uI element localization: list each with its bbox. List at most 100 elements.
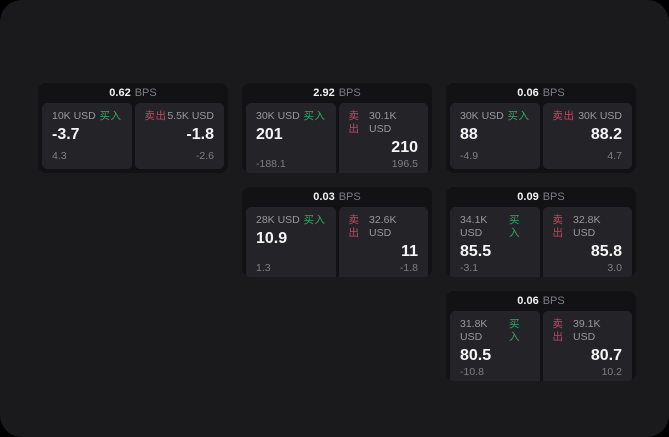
spread-value: 0.06 [517, 295, 539, 307]
quote-card: 0.03 BPS 28K USD 买入 10.9 1.3 卖出 32.6K US… [242, 187, 432, 277]
sell-delta-value: 10.2 [601, 366, 622, 378]
spread-unit: BPS [338, 87, 361, 99]
sell-delta-value: 4.7 [607, 150, 622, 162]
spread-header: 0.03 BPS [242, 187, 432, 207]
sell-amount-label: 32.6K USD [369, 214, 397, 239]
spread-unit: BPS [542, 87, 565, 99]
sell-amount-label: 30K USD [578, 110, 622, 122]
buy-price-value: 10.9 [256, 230, 288, 247]
cards-grid: 0.62 BPS 10K USD 买入 -3.7 4.3 卖出 5.5K USD… [38, 83, 636, 381]
spread-header: 0.09 BPS [446, 187, 636, 207]
spread-value: 0.03 [313, 191, 335, 203]
quote-card-body: 30K USD 买入 201 -188.1 卖出 30.1K USD 210 1… [242, 103, 432, 173]
sell-quote-tile[interactable]: 卖出 32.6K USD 11 -1.8 [338, 207, 428, 277]
sell-side-label: 卖出 [552, 318, 564, 343]
sell-quote-tile[interactable]: 卖出 39.1K USD 80.7 10.2 [542, 311, 632, 381]
buy-price-value: -3.7 [52, 126, 80, 143]
sell-delta-value: -1.8 [399, 262, 418, 274]
spread-header: 0.06 BPS [446, 291, 636, 311]
sell-delta-value: 3.0 [607, 262, 622, 274]
sell-tile-top-row: 卖出 32.6K USD [349, 214, 419, 240]
sell-side-label: 卖出 [144, 110, 167, 122]
sell-price-value: 88.2 [590, 126, 622, 143]
buy-side-label: 买入 [507, 110, 530, 122]
quote-card-body: 34.1K USD 买入 85.5 -3.1 卖出 32.8K USD 85.8… [446, 207, 636, 277]
buy-side-label: 买入 [303, 214, 326, 226]
quote-card: 0.06 BPS 31.8K USD 买入 80.5 -10.8 卖出 39.1… [446, 291, 636, 381]
buy-quote-tile[interactable]: 30K USD 买入 201 -188.1 [246, 103, 336, 173]
sell-amount-label: 5.5K USD [167, 110, 214, 122]
spread-value: 0.09 [517, 191, 539, 203]
buy-price-value: 201 [256, 126, 283, 143]
quote-card-body: 30K USD 买入 88 -4.9 卖出 30K USD 88.2 4.7 [446, 103, 636, 173]
buy-price-value: 80.5 [460, 347, 492, 364]
quote-card: 2.92 BPS 30K USD 买入 201 -188.1 卖出 30.1K … [242, 83, 432, 173]
buy-side-label: 买入 [508, 318, 520, 343]
sell-price-value: 80.7 [590, 347, 622, 364]
buy-side-label: 买入 [99, 110, 122, 122]
quote-card-body: 31.8K USD 买入 80.5 -10.8 卖出 39.1K USD 80.… [446, 311, 636, 381]
buy-delta-value: -3.1 [460, 262, 479, 274]
sell-tile-top-row: 卖出 32.8K USD [553, 214, 623, 240]
sell-delta-value: 196.5 [391, 158, 418, 170]
sell-price-value: 210 [391, 139, 418, 156]
sell-amount-label: 32.8K USD [573, 214, 601, 239]
buy-quote-tile[interactable]: 30K USD 买入 88 -4.9 [450, 103, 540, 169]
spread-value: 2.92 [313, 87, 335, 99]
buy-delta-value: -10.8 [460, 366, 484, 378]
sell-side-label: 卖出 [552, 214, 564, 239]
buy-price-value: 88 [460, 126, 478, 143]
buy-side-label: 买入 [508, 214, 520, 239]
quote-card: 0.06 BPS 30K USD 买入 88 -4.9 卖出 30K USD 8… [446, 83, 636, 173]
buy-tile-top-row: 10K USD 买入 [52, 110, 122, 123]
buy-delta-value: -4.9 [460, 150, 479, 162]
sell-quote-tile[interactable]: 卖出 30K USD 88.2 4.7 [542, 103, 632, 169]
spread-header: 0.62 BPS [38, 83, 228, 103]
sell-amount-label: 39.1K USD [573, 318, 601, 343]
buy-quote-tile[interactable]: 31.8K USD 买入 80.5 -10.8 [450, 311, 540, 381]
quote-card-body: 28K USD 买入 10.9 1.3 卖出 32.6K USD 11 -1.8 [242, 207, 432, 277]
sell-tile-top-row: 卖出 5.5K USD [145, 110, 215, 123]
sell-price-value: -1.8 [186, 126, 214, 143]
spread-unit: BPS [542, 191, 565, 203]
buy-tile-top-row: 31.8K USD 买入 [460, 318, 530, 344]
spread-unit: BPS [134, 87, 157, 99]
sell-side-label: 卖出 [348, 214, 360, 239]
quote-card-body: 10K USD 买入 -3.7 4.3 卖出 5.5K USD -1.8 -2.… [38, 103, 228, 173]
buy-price-value: 85.5 [460, 243, 492, 260]
buy-quote-tile[interactable]: 10K USD 买入 -3.7 4.3 [42, 103, 132, 169]
buy-amount-label: 30K USD [460, 110, 504, 122]
sell-tile-top-row: 卖出 30.1K USD [349, 110, 419, 136]
buy-amount-label: 28K USD [256, 214, 300, 226]
buy-tile-top-row: 28K USD 买入 [256, 214, 326, 227]
buy-delta-value: 1.3 [256, 262, 271, 274]
buy-quote-tile[interactable]: 28K USD 买入 10.9 1.3 [246, 207, 336, 277]
sell-delta-value: -2.6 [195, 150, 214, 162]
buy-delta-value: -188.1 [256, 158, 286, 170]
spread-value: 0.06 [517, 87, 539, 99]
sell-price-value: 85.8 [590, 243, 622, 260]
buy-amount-label: 10K USD [52, 110, 96, 122]
quote-card: 0.62 BPS 10K USD 买入 -3.7 4.3 卖出 5.5K USD… [38, 83, 228, 173]
buy-tile-top-row: 30K USD 买入 [460, 110, 530, 123]
quote-card: 0.09 BPS 34.1K USD 买入 85.5 -3.1 卖出 32.8K… [446, 187, 636, 277]
buy-quote-tile[interactable]: 34.1K USD 买入 85.5 -3.1 [450, 207, 540, 277]
buy-amount-label: 34.1K USD [460, 214, 488, 239]
sell-quote-tile[interactable]: 卖出 30.1K USD 210 196.5 [338, 103, 428, 173]
sell-price-value: 11 [401, 243, 418, 260]
sell-tile-top-row: 卖出 39.1K USD [553, 318, 623, 344]
buy-side-label: 买入 [303, 110, 326, 122]
buy-delta-value: 4.3 [52, 150, 67, 162]
sell-side-label: 卖出 [552, 110, 575, 122]
sell-tile-top-row: 卖出 30K USD [553, 110, 623, 123]
sell-side-label: 卖出 [348, 110, 360, 135]
sell-quote-tile[interactable]: 卖出 5.5K USD -1.8 -2.6 [134, 103, 224, 169]
spread-unit: BPS [542, 295, 565, 307]
sell-quote-tile[interactable]: 卖出 32.8K USD 85.8 3.0 [542, 207, 632, 277]
sell-amount-label: 30.1K USD [369, 110, 397, 135]
spread-header: 2.92 BPS [242, 83, 432, 103]
spread-value: 0.62 [109, 87, 131, 99]
spread-unit: BPS [338, 191, 361, 203]
buy-amount-label: 30K USD [256, 110, 300, 122]
